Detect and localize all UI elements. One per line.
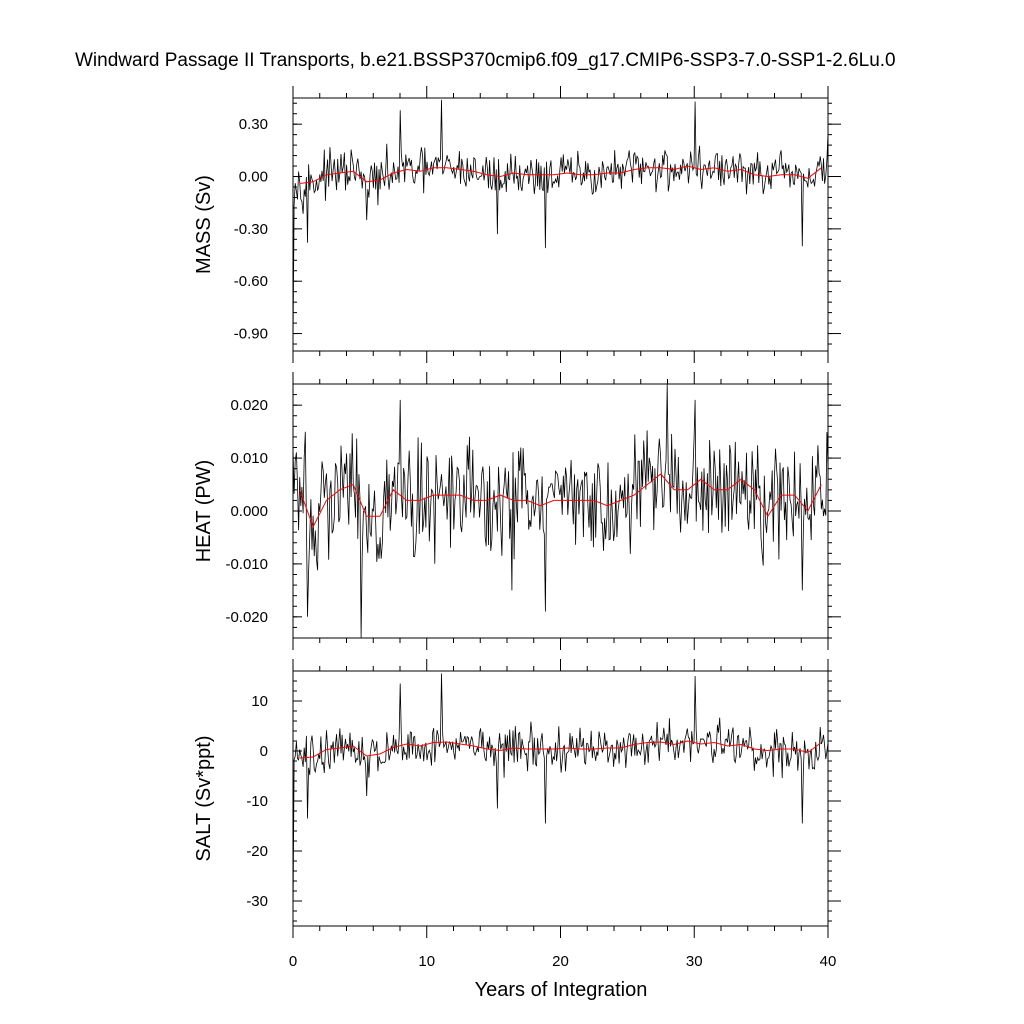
series-monthly — [292, 673, 829, 922]
y-tick-label: -0.90 — [234, 326, 268, 343]
y-tick-label: 0 — [260, 743, 268, 760]
y-tick-label: 0.020 — [230, 397, 268, 414]
plot-frame — [292, 97, 829, 352]
series-annual-mean — [299, 165, 822, 184]
y-tick-label: -0.010 — [225, 556, 268, 573]
y-tick-label: 0.00 — [239, 169, 268, 186]
y-tick-label: 10 — [251, 693, 268, 710]
series-annual-mean — [299, 473, 822, 529]
y-tick-label: -0.020 — [225, 609, 268, 626]
y-tick-label: 0.010 — [230, 450, 268, 467]
y-axis-label: MASS (Sv) — [193, 175, 215, 274]
x-tick-label: 0 — [289, 953, 297, 970]
series-annual-mean — [299, 740, 822, 759]
y-tick-label: -30 — [246, 893, 268, 910]
panel-salt: 10 0 -10 -20 -30 SALT (Sv*ppt) 0 10 20 30 40 — [193, 659, 841, 970]
x-tick-label: 30 — [686, 953, 703, 970]
series-monthly — [292, 383, 829, 639]
y-axis-label: SALT (Sv*ppt) — [193, 736, 215, 862]
y-tick-label: -20 — [246, 843, 268, 860]
y-tick-label: -0.30 — [234, 221, 268, 238]
panel-heat: 0.020 0.010 0.000 -0.010 -0.020 HEAT (PW) — [193, 372, 841, 650]
y-tick-label: 0.30 — [239, 116, 268, 133]
x-tick-label: 10 — [418, 953, 435, 970]
x-tick-label: 40 — [820, 953, 837, 970]
y-tick-label: 0.000 — [230, 503, 268, 520]
y-axis-label: HEAT (PW) — [193, 460, 215, 563]
y-tick-label: -10 — [246, 793, 268, 810]
x-axis-label: Years of Integration — [475, 979, 648, 1001]
y-tick-label: -0.60 — [234, 273, 268, 290]
plot-frame — [292, 670, 829, 927]
panel-mass: 0.30 0.00 -0.30 -0.60 -0.90 MASS (Sv) — [193, 86, 841, 363]
x-tick-label: 20 — [552, 953, 569, 970]
series-monthly — [292, 99, 829, 348]
chart-title: Windward Passage II Transports, b.e21.BS… — [75, 50, 896, 71]
